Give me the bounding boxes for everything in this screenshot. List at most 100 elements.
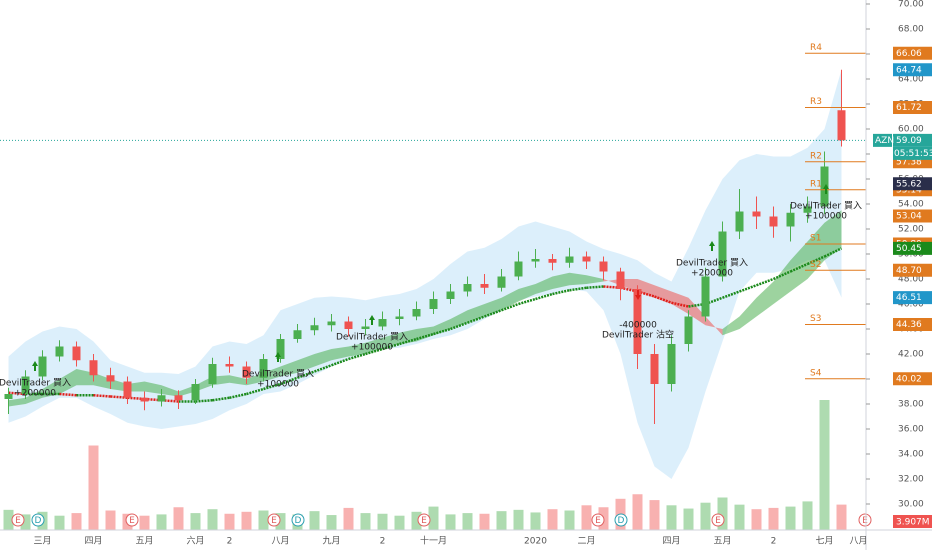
volume-bar: [139, 515, 150, 530]
candle-body: [259, 359, 268, 378]
signal-qty: +100000: [805, 212, 847, 222]
volume-bar: [54, 515, 65, 530]
cloud-segment: [586, 275, 604, 284]
cloud-segment: [76, 369, 94, 386]
candle-body: [565, 256, 574, 263]
moving-average: [331, 357, 349, 367]
moving-average: [484, 309, 502, 318]
moving-average: [314, 364, 332, 373]
volume-bar: [768, 507, 779, 530]
countdown-label: 05:51:53: [894, 149, 932, 159]
pivot-tag-label: 48.70: [896, 266, 922, 276]
pivot-tag-label: 61.72: [896, 103, 922, 113]
x-tick-label: 七月: [815, 536, 833, 547]
x-tick-label: 八月: [271, 536, 289, 547]
event-label: E: [271, 516, 277, 526]
volume-bar: [411, 511, 422, 530]
signal-arrow: [32, 361, 38, 371]
volume-label: 3.907M: [896, 518, 930, 528]
cloud-segment: [569, 272, 587, 286]
signal-qty: +200000: [14, 389, 56, 399]
volume-bar: [496, 511, 507, 530]
y-tick-label: 60.00: [898, 125, 924, 135]
price-tag: [893, 209, 932, 223]
x-tick-label: 四月: [662, 536, 680, 547]
volume-bar: [530, 512, 541, 530]
signal-arrow: [709, 241, 715, 251]
candle-body: [361, 326, 370, 329]
candle-body: [803, 206, 812, 213]
cloud-segment: [212, 375, 230, 386]
price-tag-label: 55.62: [896, 179, 922, 189]
candle-body: [429, 299, 438, 309]
price-tag-label: 59.09: [896, 136, 922, 146]
volume-bar: [581, 505, 592, 530]
moving-average: [501, 302, 519, 312]
cloud-segment: [246, 372, 264, 386]
pivot-tag-label: 44.36: [896, 320, 922, 330]
candle-body: [276, 339, 285, 359]
y-tick-label: 68.00: [898, 25, 924, 35]
signal-qty: +100000: [257, 380, 299, 390]
moving-average: [654, 295, 672, 304]
x-tick-label: 2: [380, 537, 386, 547]
cloud-segment: [59, 369, 77, 394]
candle-body: [242, 366, 251, 378]
x-tick-label: 六月: [186, 535, 204, 547]
cloud-segment: [603, 279, 621, 286]
moving-average: [450, 321, 468, 331]
x-tick-label: 五月: [135, 536, 153, 547]
signal-qty: -400000: [619, 321, 657, 331]
volume-tag: [893, 515, 932, 528]
price-tag: [893, 241, 932, 255]
x-tick-label: 三月: [33, 536, 51, 547]
cloud-segment: [773, 260, 791, 304]
cloud-segment: [501, 289, 519, 311]
y-tick-label: 30.00: [898, 500, 924, 510]
candle-body: [684, 316, 693, 344]
candle-body: [327, 321, 336, 326]
moving-average: [280, 376, 298, 386]
volume-bar: [377, 513, 388, 530]
volume-bar: [428, 506, 439, 530]
price-tag-label: 50.45: [896, 244, 922, 254]
y-tick-label: 64.00: [898, 75, 924, 85]
event-marker: [291, 513, 305, 527]
cloud-segment: [144, 381, 162, 394]
cloud-segment: [280, 360, 298, 377]
event-marker: [417, 513, 431, 527]
cloud-segment: [739, 297, 757, 329]
cloud-segment: [671, 291, 689, 314]
volume-bar: [275, 513, 286, 530]
candle-body: [123, 381, 132, 398]
volume-bar: [513, 509, 524, 530]
volume-bar: [734, 504, 745, 530]
pivot-name: S1: [810, 234, 821, 244]
volume-bar: [836, 504, 847, 530]
cloud-segment: [348, 342, 366, 357]
signal-text: DevilTrader 買入: [790, 201, 862, 212]
x-tick-label: 五月: [713, 536, 731, 547]
candle-body: [191, 384, 200, 401]
volume-bar: [241, 511, 252, 530]
candle-body: [310, 325, 319, 331]
candle-body: [395, 316, 404, 319]
candle-body: [412, 309, 421, 317]
cloud-segment: [161, 385, 179, 397]
moving-average: [772, 270, 792, 281]
candle-body: [514, 261, 523, 277]
candle-body: [208, 364, 217, 384]
moving-average: [739, 284, 757, 293]
signal-text: DevilTrader 買入: [242, 369, 314, 380]
candle-body: [446, 291, 455, 299]
candle-body: [72, 346, 81, 361]
x-tick-label: 八月: [849, 536, 867, 547]
volume-bar: [105, 510, 116, 530]
candle-body: [174, 395, 183, 401]
moving-average: [806, 255, 826, 266]
candle-body: [463, 284, 472, 292]
price-tag: [893, 133, 932, 147]
candle-body: [633, 289, 642, 354]
pivot-name: R2: [810, 151, 822, 161]
